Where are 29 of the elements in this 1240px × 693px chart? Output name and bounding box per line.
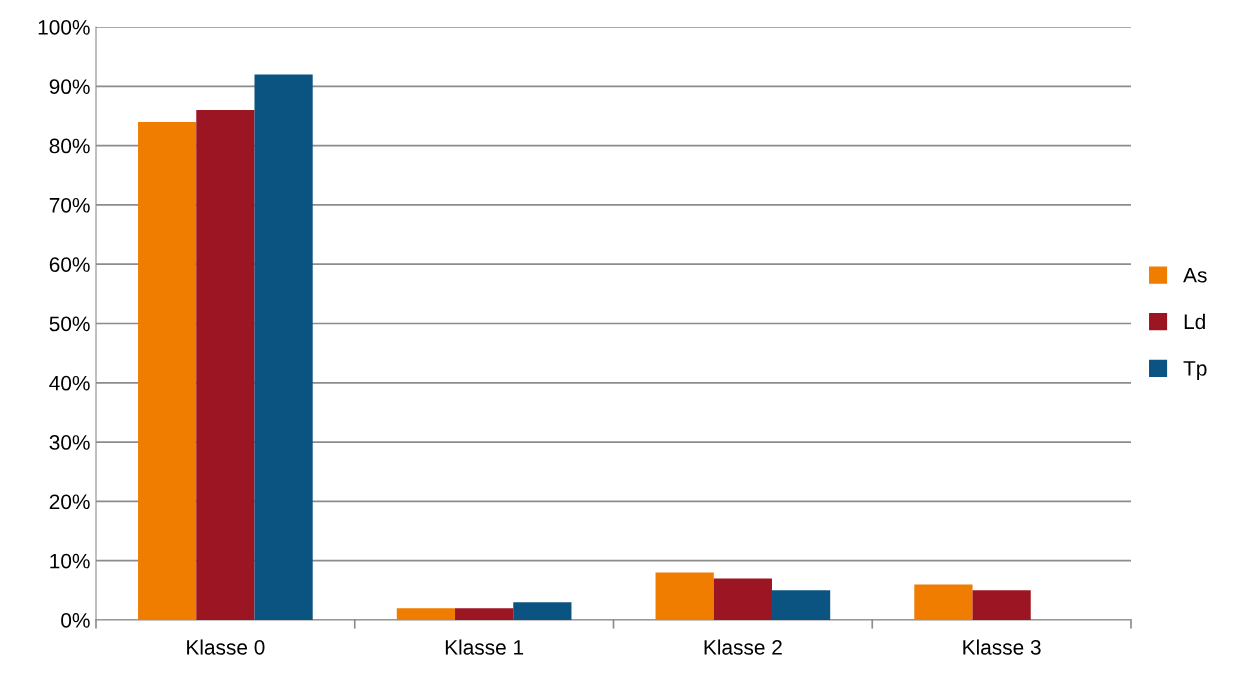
legend-label: As (1183, 268, 1207, 283)
bar (655, 572, 714, 620)
bar (713, 578, 772, 620)
x-tick-label: Klasse 3 (963, 639, 1041, 655)
bar (771, 590, 831, 620)
bar (396, 608, 456, 620)
x-tick-label: Klasse 1 (445, 639, 524, 655)
x-tick-label: Klasse 2 (704, 639, 782, 655)
bar (138, 121, 197, 620)
bar (254, 74, 313, 620)
bar (196, 110, 255, 620)
y-tick-label: 0% (61, 613, 90, 628)
y-tick-label: 10% (50, 553, 90, 569)
bar (914, 584, 973, 620)
x-tick-label: Klasse 0 (187, 639, 265, 655)
bar (513, 602, 572, 620)
y-tick-label: 90% (49, 79, 90, 95)
y-tick-label: 20% (49, 494, 90, 510)
y-tick-label: 60% (49, 257, 90, 272)
y-tick-label: 100% (38, 20, 90, 35)
bar (972, 590, 1031, 620)
y-tick-label: 70% (49, 197, 90, 213)
bar (455, 608, 514, 620)
legend-label: Tp (1183, 361, 1207, 380)
y-tick-label: 80% (49, 138, 90, 154)
y-tick-label: 40% (49, 375, 90, 391)
y-tick-label: 30% (49, 435, 90, 450)
legend-label: Ld (1184, 313, 1205, 330)
y-tick-label: 50% (49, 316, 90, 332)
